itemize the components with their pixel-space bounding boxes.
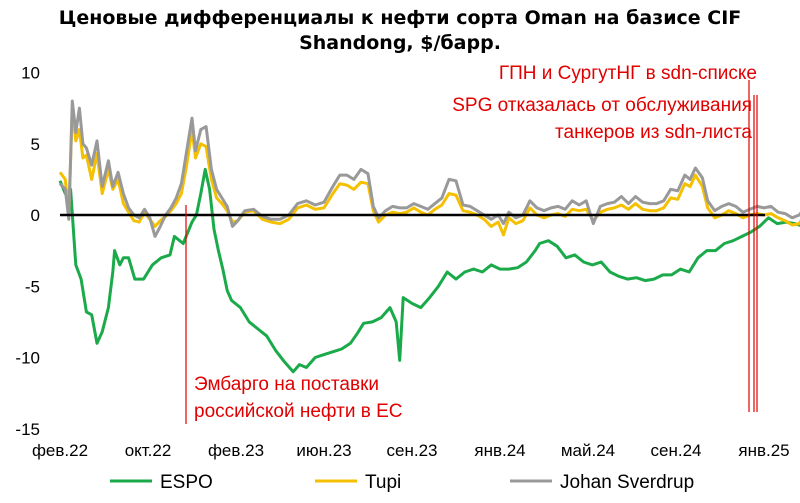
legend: ESPO Tupi Johan Sverdrup (110, 472, 694, 493)
legend-label: Tupi (365, 472, 401, 493)
y-tick-label: -5 (25, 277, 40, 296)
series-layer (58, 99, 800, 374)
embargo-label-line2: российской нефти в ЕС (194, 401, 402, 422)
series-line-tupi (58, 106, 800, 237)
y-tick-label: 5 (31, 135, 40, 154)
y-tick-label: -15 (15, 420, 40, 439)
spg-label-line2: танкеров из sdn-листа (555, 122, 752, 143)
chart-title: Ценовые дифференциалы к нефти сорта Oman… (0, 6, 800, 56)
y-axis-ticks: 10 5 0 -5 -10 -15 (15, 64, 40, 439)
x-axis-ticks: фев.22 окт.22 фев.23 июн.23 сен.23 янв.24 май.… (32, 441, 790, 460)
embargo-label-line1: Эмбарго на поставки (194, 374, 379, 395)
spg-label-line1: SPG отказалась от обслуживания (452, 95, 752, 116)
x-tick-label: сен.23 (387, 441, 438, 460)
gpn-label: ГПН и СургутНГ в sdn-списке (499, 63, 757, 84)
x-tick-label: сен.24 (651, 441, 702, 460)
legend-label: Johan Sverdrup (560, 472, 694, 493)
x-tick-label: фев.22 (32, 441, 88, 460)
x-tick-label: окт.22 (125, 441, 172, 460)
series-line-espo (58, 167, 800, 374)
x-tick-label: фев.23 (208, 441, 264, 460)
x-tick-label: янв.25 (738, 441, 789, 460)
chart-title-line1: Ценовые дифференциалы к нефти сорта Oman… (58, 7, 742, 29)
chart-title-line2: Shandong, $/барр. (299, 32, 501, 54)
y-tick-label: 0 (31, 206, 40, 225)
y-tick-label: 10 (21, 64, 40, 83)
annotations: Эмбарго на поставки российской нефти в ЕС… (185, 63, 758, 424)
legend-label: ESPO (160, 472, 213, 493)
series-line-johan-sverdrup (58, 99, 800, 238)
x-tick-label: май.24 (561, 441, 615, 460)
x-tick-label: янв.24 (474, 441, 525, 460)
x-tick-label: июн.23 (296, 441, 351, 460)
y-tick-label: -10 (15, 349, 40, 368)
